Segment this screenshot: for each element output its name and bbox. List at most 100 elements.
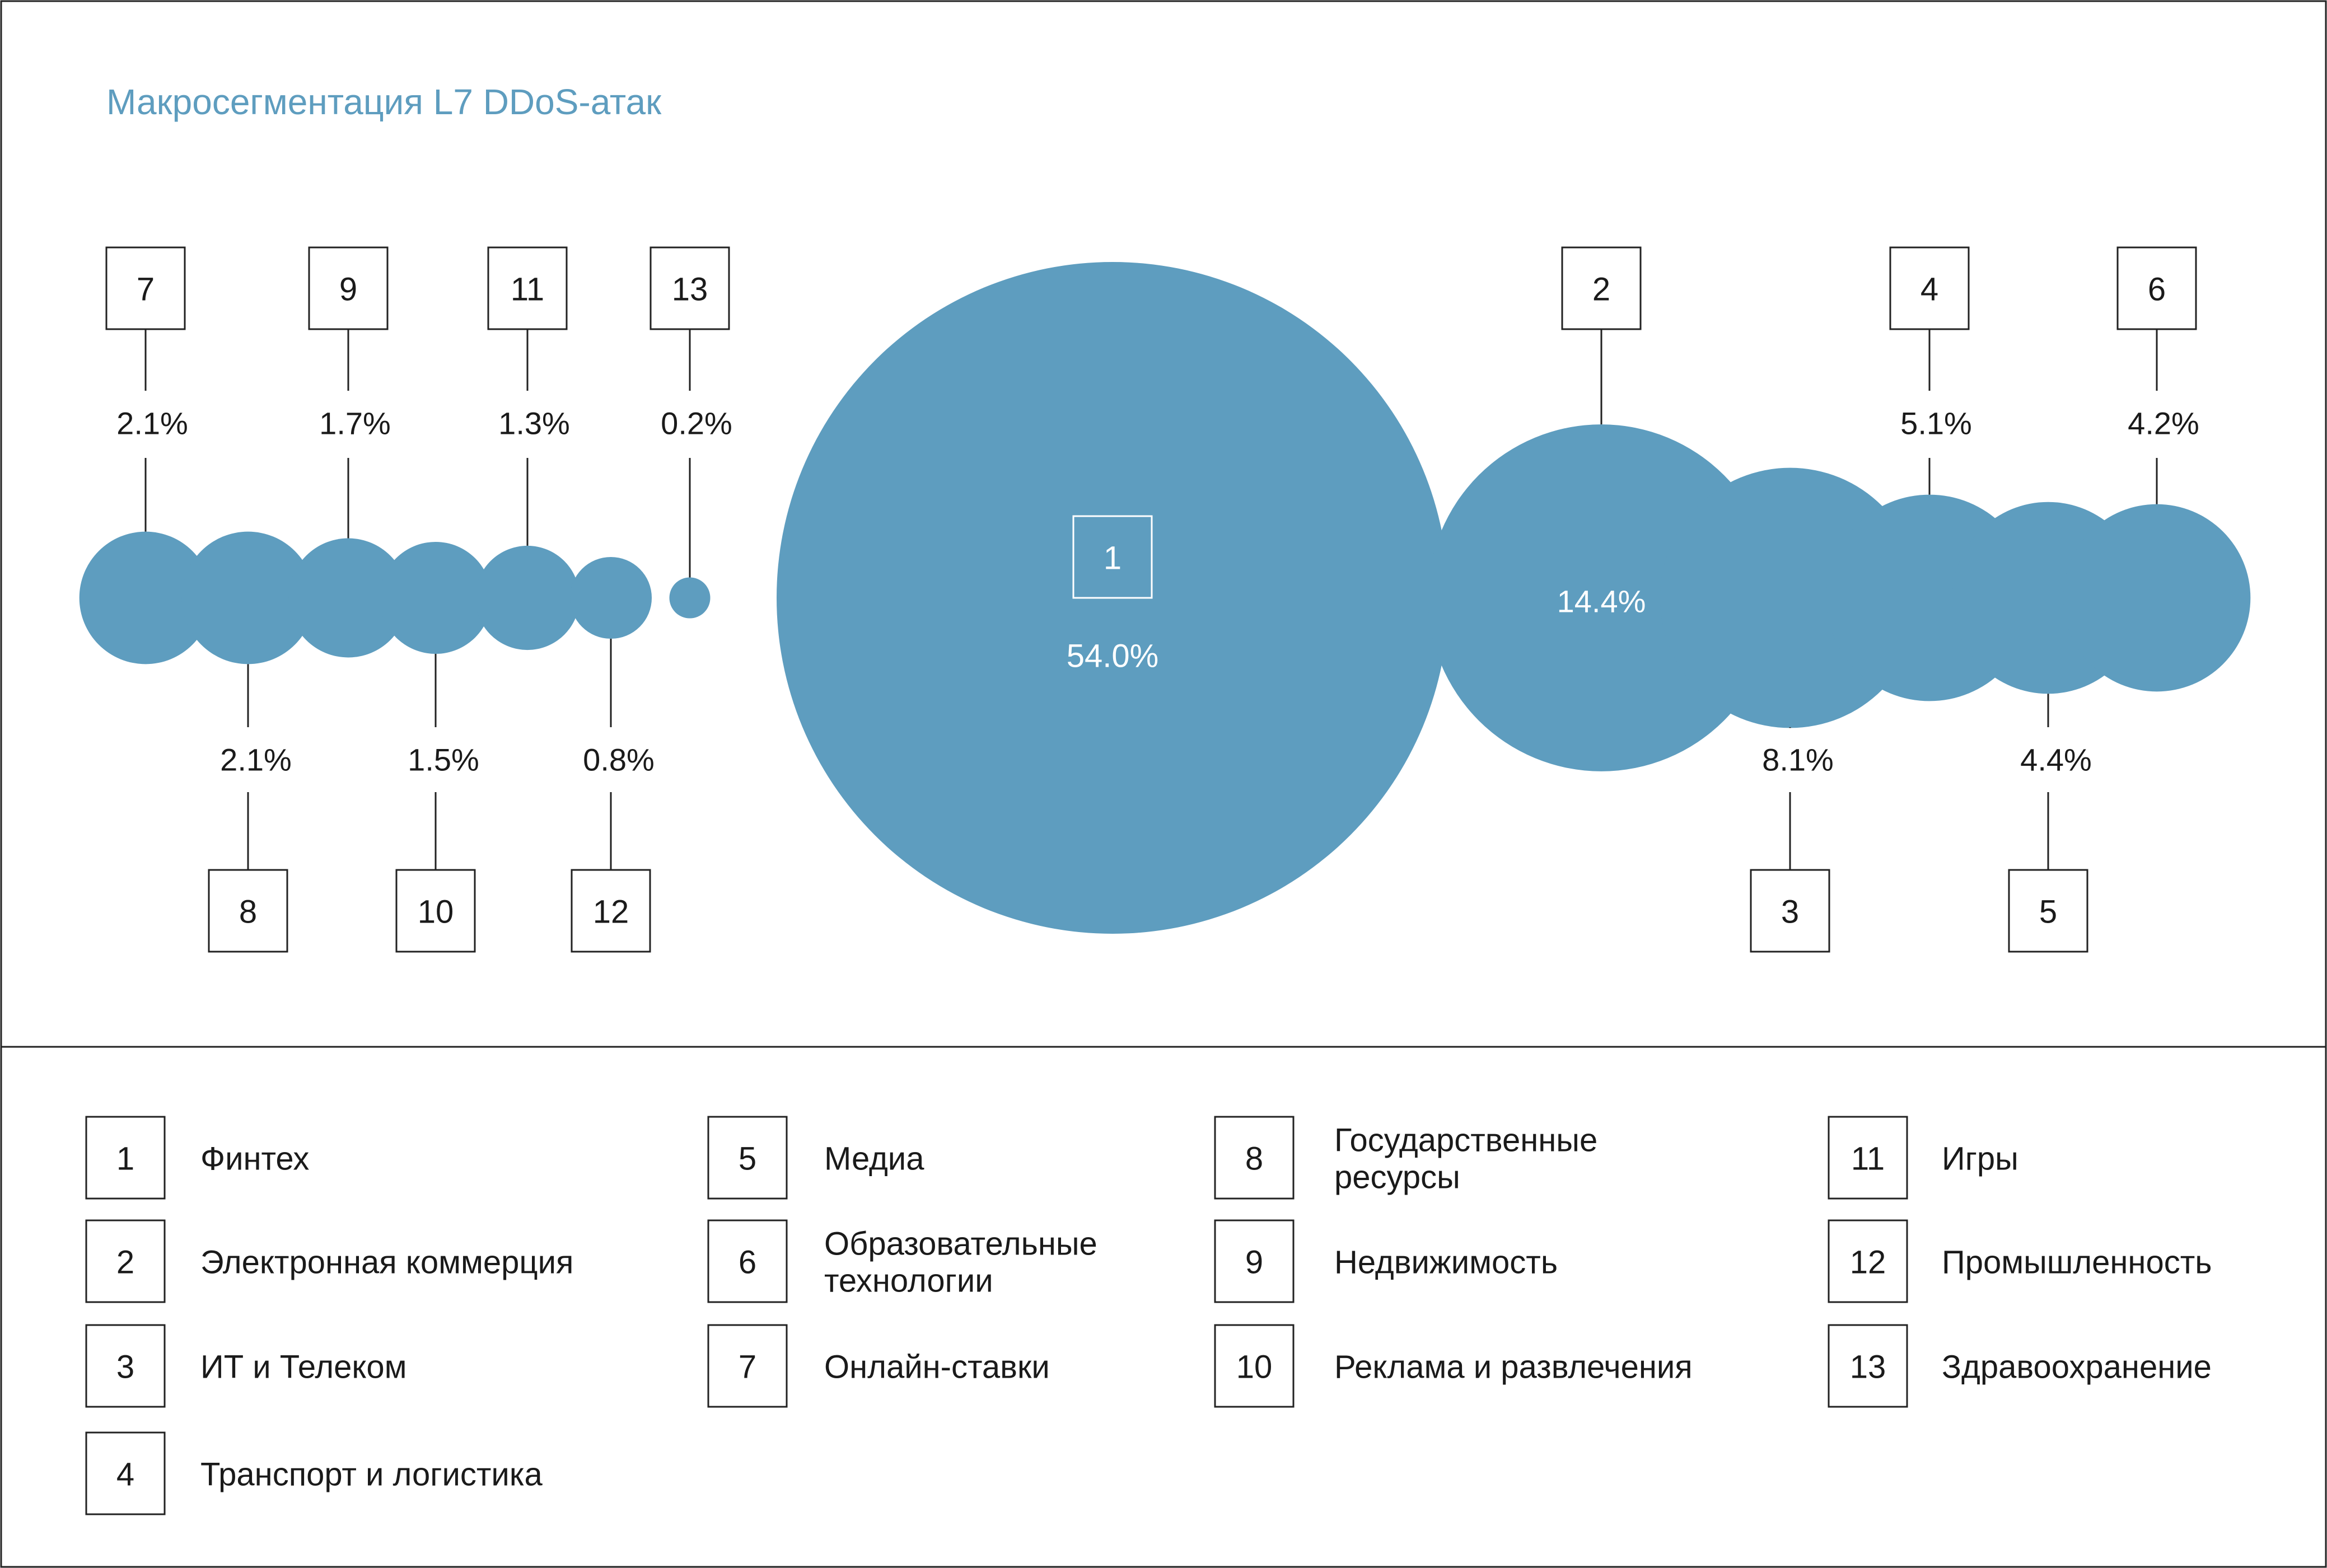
index-label-13: 13 (672, 272, 708, 308)
index-box-legend-11 (1828, 1116, 1908, 1200)
index-box-legend-4 (85, 1431, 166, 1515)
index-box-legend-6 (707, 1219, 788, 1303)
chart-title: Макросегментация L7 DDoS-атак (106, 82, 662, 122)
legend-item-12: 12 Промышленность (1828, 1219, 2212, 1303)
legend-label-8-line-1: Государственные (1334, 1122, 1597, 1159)
segment-1: 1 54.0% (777, 262, 1448, 934)
index-label-3: 3 (1781, 894, 1799, 930)
index-label-12: 12 (593, 894, 629, 930)
legend-label-4: Транспорт и логистика (200, 1457, 543, 1493)
index-label-11: 11 (511, 272, 544, 308)
index-box-legend-7 (707, 1324, 788, 1408)
legend-label-7: Онлайн-ставки (824, 1349, 1050, 1386)
index-label-7: 7 (137, 272, 155, 308)
legend-label-11: Игры (1942, 1141, 2018, 1177)
index-box-legend-13 (1828, 1324, 1908, 1408)
legend-item-9: 9 Недвижимость (1214, 1219, 1558, 1303)
index-label-1: 1 (1104, 540, 1122, 577)
index-label-legend-12: 12 (1850, 1244, 1886, 1281)
value-label-7: 2.1% (116, 406, 188, 441)
index-box-legend-12 (1828, 1219, 1908, 1303)
legend-item-11: 11 Игры (1828, 1116, 2018, 1200)
index-box-1 (1072, 515, 1153, 599)
value-label-6: 4.2% (2128, 406, 2199, 441)
chart-marks: 154.0%214.4%8.1%345.1%4.4%564.2%72.1%2.1… (79, 246, 2251, 953)
bubble-11 (475, 545, 580, 650)
legend-label-6-line-2: технологии (824, 1263, 993, 1299)
value-label-9: 1.7% (319, 406, 391, 441)
value-label-5: 4.4% (2020, 742, 2092, 778)
index-label-legend-2: 2 (116, 1244, 134, 1281)
value-label-8: 2.1% (220, 742, 292, 778)
index-label-legend-13: 13 (1850, 1349, 1886, 1386)
index-box-legend-9 (1214, 1219, 1295, 1303)
legend-label-9: Недвижимость (1334, 1244, 1558, 1281)
index-label-legend-7: 7 (739, 1349, 756, 1386)
index-box-5 (2008, 869, 2088, 953)
index-label-4: 4 (1921, 272, 1938, 308)
index-label-legend-10: 10 (1236, 1349, 1273, 1386)
index-label-legend-4: 4 (116, 1457, 134, 1493)
bubble-2 (1428, 424, 1775, 771)
index-box-3 (1750, 869, 1830, 953)
index-label-10: 10 (418, 894, 454, 930)
legend-label-1: Финтех (200, 1141, 309, 1177)
bubble-9 (288, 538, 408, 658)
value-label-1: 54.0% (1067, 638, 1158, 675)
legend-item-7: 7 Онлайн-ставки (707, 1324, 1050, 1408)
index-label-legend-1: 1 (116, 1141, 134, 1177)
index-box-8 (208, 869, 288, 953)
index-box-legend-1 (85, 1116, 166, 1200)
bubble-8 (181, 531, 315, 664)
legend-label-10: Реклама и развлечения (1334, 1349, 1693, 1386)
legend-label-12: Промышленность (1942, 1244, 2212, 1281)
index-label-6: 6 (2148, 272, 2166, 308)
legend-label-2: Электронная коммерция (200, 1244, 573, 1281)
segment-8: 2.1% 8 (181, 531, 315, 953)
value-label-4: 5.1% (1900, 406, 1972, 441)
index-label-legend-6: 6 (739, 1244, 756, 1281)
value-label-3: 8.1% (1762, 742, 1834, 778)
legend-item-4: 4 Транспорт и логистика (85, 1431, 543, 1515)
index-box-legend-5 (707, 1116, 788, 1200)
legend-item-13: 13 Здравоохранение (1828, 1324, 2212, 1408)
index-box-legend-10 (1214, 1324, 1295, 1408)
legend-label-13: Здравоохранение (1942, 1349, 2212, 1386)
bubble-12 (569, 556, 652, 639)
index-box-12 (571, 869, 651, 953)
legend-item-10: 10 Реклама и развлечения (1214, 1324, 1693, 1408)
legend-label-5: Медиа (824, 1141, 924, 1177)
index-label-legend-5: 5 (739, 1141, 756, 1177)
index-box-legend-8 (1214, 1116, 1295, 1200)
legend-label-3: ИТ и Телеком (200, 1349, 407, 1386)
segment-6: 6 4.2% (2063, 246, 2251, 692)
legend-item-3: 3 ИТ и Телеком (85, 1324, 407, 1408)
value-label-11: 1.3% (498, 406, 570, 441)
segment-7: 7 2.1% (79, 246, 212, 664)
index-box-legend-3 (85, 1324, 166, 1408)
index-label-legend-3: 3 (116, 1349, 134, 1386)
index-label-2: 2 (1592, 272, 1610, 308)
segment-10: 1.5% 10 (380, 542, 492, 953)
index-label-9: 9 (339, 272, 357, 308)
bubble-10 (380, 542, 492, 654)
index-label-8: 8 (239, 894, 257, 930)
bubble-13 (669, 577, 711, 619)
legend-item-1: 1 Финтех (85, 1116, 309, 1200)
segment-2: 2 14.4% (1428, 246, 1775, 771)
segment-9: 9 1.7% (288, 246, 408, 658)
legend-item-2: 2 Электронная коммерция (85, 1219, 573, 1303)
index-label-legend-9: 9 (1245, 1244, 1263, 1281)
bubble-7 (79, 531, 212, 664)
segment-11: 11 1.3% (475, 246, 580, 650)
legend-label-6-line-1: Образовательные (824, 1226, 1097, 1262)
segment-12: 0.8% 12 (569, 556, 655, 953)
index-box-10 (395, 869, 476, 953)
segment-13: 13 0.2% (649, 246, 732, 619)
index-label-legend-11: 11 (1851, 1141, 1885, 1177)
legend-item-5: 5 Медиа (707, 1116, 924, 1200)
